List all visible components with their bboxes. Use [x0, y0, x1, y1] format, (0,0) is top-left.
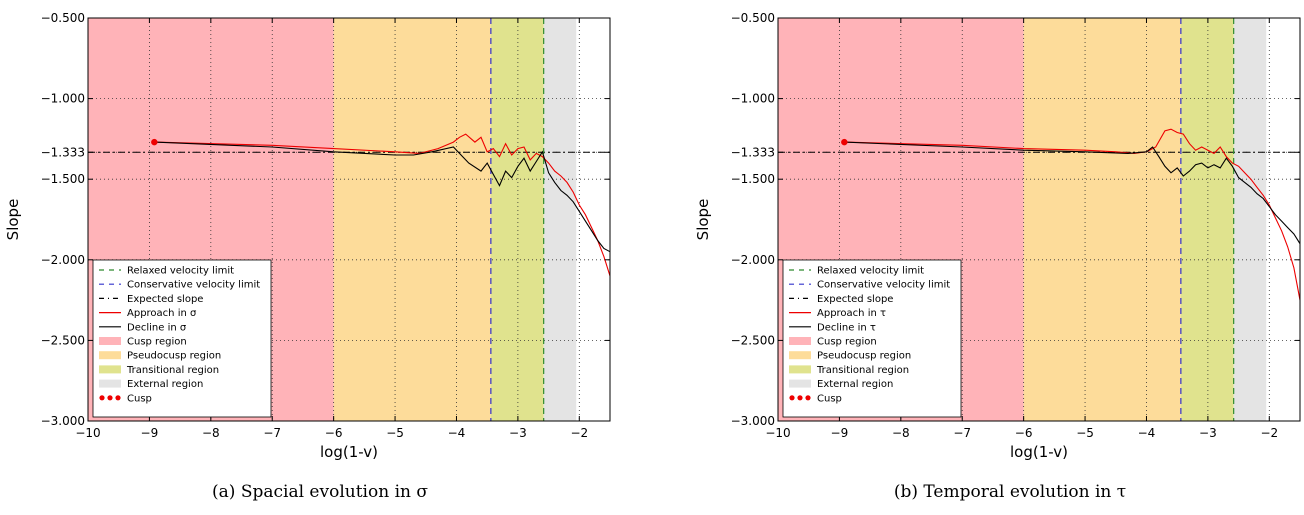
legend-key-patch: [99, 351, 121, 360]
x-tick-label: −3: [1199, 426, 1217, 440]
x-tick-label: −6: [325, 426, 343, 440]
legend-label: Cusp: [817, 393, 842, 404]
legend-box: [92, 259, 272, 418]
region-transitional-region: [490, 18, 544, 421]
y-tick-label: −0.500: [731, 11, 775, 25]
legend-label: Pseudocusp region: [127, 351, 221, 362]
legend-label: External region: [127, 379, 203, 390]
approach-series-line: [154, 133, 610, 277]
figure-caption: (a) Spacial evolution in σ: [212, 482, 428, 502]
legend-label: Cusp region: [817, 337, 877, 348]
legend-key-patch: [789, 365, 811, 374]
y-tick-label: −1.500: [41, 172, 85, 186]
x-tick-label: −4: [448, 426, 466, 440]
x-tick-label: −2: [570, 426, 588, 440]
y-tick-label: −1.000: [41, 92, 85, 106]
decline-series-line: [844, 141, 1300, 244]
legend-label: Conservative velocity limit: [127, 280, 260, 291]
y-axis-label: Slope: [694, 199, 712, 241]
x-tick-label: −6: [1015, 426, 1033, 440]
legend-key-patch: [789, 337, 811, 345]
legend: Relaxed velocity limit Conservative veloc…: [782, 259, 962, 418]
legend-label: Pseudocusp region: [817, 351, 911, 362]
decline-series-line: [154, 141, 610, 253]
legend-key-dot: [99, 395, 105, 401]
legend-label: Transitional region: [126, 365, 219, 376]
legend-key-patch: [789, 351, 811, 360]
legend-label: Approach in σ: [127, 308, 197, 319]
legend-key-dot: [805, 395, 811, 401]
x-tick-label: −9: [831, 426, 849, 440]
x-tick-label: −8: [202, 426, 220, 440]
legend-key-patch: [99, 365, 121, 374]
figure-caption: (b) Temporal evolution in τ: [894, 482, 1126, 502]
legend-label: Approach in τ: [817, 308, 886, 319]
y-tick-label: −2.000: [41, 253, 85, 267]
legend-key-dot: [115, 395, 121, 401]
legend-box: [782, 259, 962, 418]
x-axis-label: log(1-v): [320, 443, 378, 461]
region-transitional-region: [1180, 18, 1234, 421]
legend-key-patch: [789, 379, 811, 388]
legend: Relaxed velocity limit Conservative veloc…: [92, 259, 272, 418]
region-pseudocusp-region: [333, 18, 491, 421]
region-external-region: [543, 18, 577, 421]
x-tick-label: −3: [509, 426, 527, 440]
y-tick-label: −1.333: [41, 145, 85, 159]
x-tick-label: −4: [1138, 426, 1156, 440]
legend-label: Cusp region: [127, 337, 187, 348]
axes-frame: [777, 17, 1301, 422]
y-axis-label: Slope: [4, 199, 22, 241]
legend-label: Transitional region: [816, 365, 909, 376]
y-tick-label: −2.000: [731, 253, 775, 267]
legend-label: Expected slope: [817, 294, 893, 305]
legend-key-dot: [789, 395, 795, 401]
legend-label: Relaxed velocity limit: [127, 266, 234, 277]
y-tick-label: −3.000: [41, 414, 85, 428]
legend-key-dot: [107, 395, 113, 401]
legend-key-dot: [797, 395, 803, 401]
x-tick-label: −10: [765, 426, 790, 440]
x-tick-label: −7: [263, 426, 281, 440]
axes-frame: [87, 17, 611, 422]
y-tick-label: −2.500: [731, 333, 775, 347]
region-pseudocusp-region: [1023, 18, 1181, 421]
plot-area: [88, 18, 610, 421]
x-axis-label: log(1-v): [1010, 443, 1068, 461]
y-tick-label: −1.500: [731, 172, 775, 186]
legend-label: Decline in τ: [817, 322, 876, 333]
x-tick-label: −5: [386, 426, 404, 440]
x-tick-label: −2: [1260, 426, 1278, 440]
y-tick-label: −1.000: [731, 92, 775, 106]
y-tick-label: −1.333: [731, 145, 775, 159]
y-tick-label: −0.500: [41, 11, 85, 25]
x-tick-label: −5: [1076, 426, 1094, 440]
x-tick-label: −7: [953, 426, 971, 440]
x-tick-label: −9: [141, 426, 159, 440]
legend-label: Expected slope: [127, 294, 203, 305]
legend-label: Conservative velocity limit: [817, 280, 950, 291]
region-external-region: [1233, 18, 1267, 421]
x-tick-label: −10: [75, 426, 100, 440]
x-tick-label: −8: [892, 426, 910, 440]
legend-key-patch: [99, 337, 121, 345]
legend-label: Relaxed velocity limit: [817, 266, 924, 277]
cusp-point: [151, 138, 158, 146]
legend-label: Decline in σ: [127, 322, 187, 333]
chart-panel-a: −10 −9 −8 −7 −6 −5 −4 −3 −2 −3.000 −2.500 −2.000 −1.…: [4, 11, 611, 502]
cusp-point: [841, 138, 848, 146]
legend-label: Cusp: [127, 393, 152, 404]
legend-key-patch: [99, 379, 121, 388]
y-tick-label: −2.500: [41, 333, 85, 347]
legend-label: External region: [817, 379, 893, 390]
y-tick-label: −3.000: [731, 414, 775, 428]
chart-panel-b: −10 −9 −8 −7 −6 −5 −4 −3 −2 −3.000 −2.500 −2.000 −1.…: [694, 11, 1301, 502]
